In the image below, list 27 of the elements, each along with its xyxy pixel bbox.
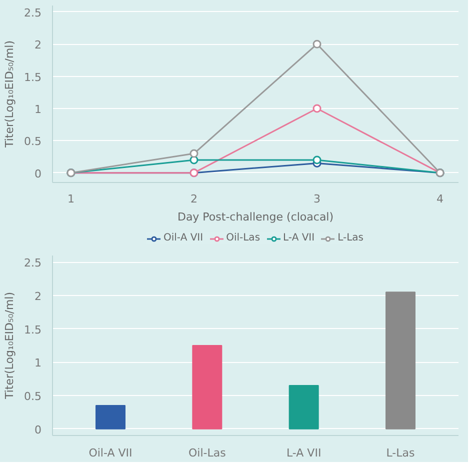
legend-label: Oil-Las (226, 232, 260, 244)
y-tick-label: 2.5 (24, 256, 42, 270)
y-tick-label: 0 (34, 423, 42, 436)
x-tick-label: L-Las (386, 446, 416, 460)
y-tick-label: 1 (34, 356, 42, 370)
y-tick-label: 1.5 (24, 323, 42, 336)
y-tick-label: 1 (34, 102, 42, 116)
x-tick-label: 4 (436, 192, 444, 206)
legend-label: L-A VII (283, 232, 315, 244)
y-axis-title: Titer(Log₁₀EID₅₀/ml) (3, 292, 16, 400)
y-axis-title: Titer(Log₁₀EID₅₀/ml) (3, 40, 16, 149)
x-tick-label: Oil-A VII (88, 446, 132, 460)
x-axis-title: Day Post-challenge (cloacal) (177, 210, 334, 224)
legend-label: L-Las (338, 232, 364, 244)
x-tick-label: 1 (67, 192, 74, 206)
x-tick-label: 3 (314, 192, 321, 206)
x-tick-label: L-A VII (286, 446, 322, 460)
y-tick-label: 0 (34, 167, 42, 180)
legend-label: Oil-A VII (164, 232, 204, 244)
x-tick-label: 2 (190, 192, 198, 206)
y-tick-label: 2 (34, 38, 42, 52)
y-tick-label: 2 (34, 290, 42, 303)
y-tick-label: 1.5 (24, 70, 42, 84)
y-tick-label: 0.5 (24, 390, 42, 403)
x-tick-label: Oil-Las (188, 446, 226, 460)
y-tick-label: 0.5 (24, 135, 42, 148)
y-tick-label: 2.5 (24, 6, 42, 20)
